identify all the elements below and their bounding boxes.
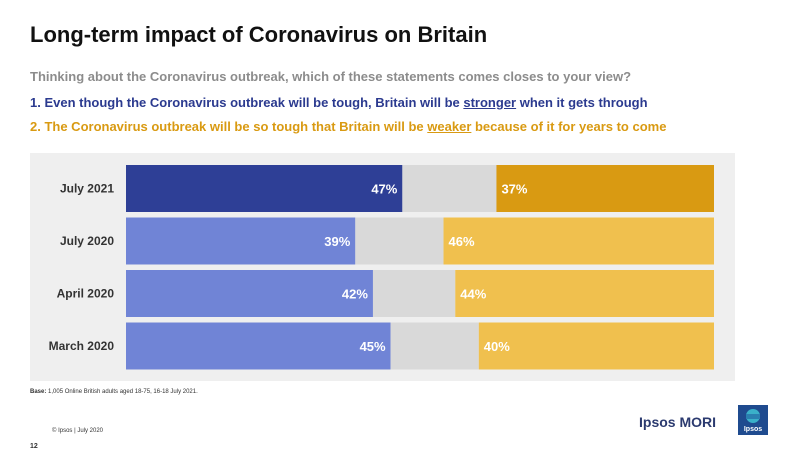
statement-stronger-emph: stronger (463, 95, 517, 110)
statement-weaker-emph: weaker (427, 119, 472, 134)
brand-name: Ipsos MORI (639, 414, 717, 430)
bar-segment-stronger (126, 217, 356, 265)
bar-segment-weaker (443, 217, 714, 265)
category-label: April 2020 (57, 287, 115, 301)
data-label-stronger: 39% (324, 234, 350, 249)
chart-area: July 2021 47% 37% July 2020 39% 46% April 2020… (30, 153, 735, 381)
bar-segment-weaker (496, 165, 714, 212)
base-note: Base: 1,005 Online British adults aged 1… (30, 389, 198, 395)
data-label-weaker: 37% (501, 182, 527, 197)
data-label-stronger: 47% (371, 182, 397, 197)
data-label-weaker: 46% (449, 234, 475, 249)
base-text: 1,005 Online British adults aged 18-75, … (46, 389, 198, 395)
data-label-weaker: 44% (460, 287, 486, 302)
bar-segment-weaker (478, 322, 714, 370)
ipsos-logo-icon: Ipsos (738, 405, 768, 435)
bar-segment-neither-don-t-know (390, 322, 479, 370)
copyright: © Ipsos | July 2020 (52, 428, 104, 434)
logo-text: Ipsos (744, 426, 762, 433)
bar-segment-neither-don-t-know (402, 165, 497, 212)
statement-stronger-before: 1. Even though the Coronavirus outbreak … (30, 95, 464, 110)
data-label-stronger: 45% (360, 339, 386, 354)
statement-weaker-after: because of it for years to come (471, 119, 667, 134)
statement-weaker: 2. The Coronavirus outbreak will be so t… (30, 119, 666, 134)
bar-segment-stronger (126, 270, 373, 317)
statement-stronger: 1. Even though the Coronavirus outbreak … (30, 95, 648, 110)
category-label: July 2020 (60, 234, 114, 248)
statement-weaker-before: 2. The Coronavirus outbreak will be so t… (30, 119, 428, 134)
data-label-stronger: 42% (342, 287, 368, 302)
bar-segment-weaker (455, 270, 714, 317)
page-number: 12 (30, 443, 38, 450)
data-label-weaker: 40% (484, 339, 510, 354)
bar-segment-stronger (126, 322, 391, 370)
bar-segment-stronger (126, 165, 403, 212)
page-title: Long-term impact of Coronavirus on Brita… (30, 22, 488, 47)
survey-question: Thinking about the Coronavirus outbreak,… (30, 69, 632, 84)
stacked-bar-chart: July 2021 47% 37% July 2020 39% 46% April 2020… (49, 165, 714, 370)
bar-segment-neither-don-t-know (355, 217, 444, 265)
bar-segment-neither-don-t-know (372, 270, 456, 317)
category-label: July 2021 (60, 182, 114, 196)
category-label: March 2020 (49, 339, 115, 353)
statement-stronger-after: when it gets through (516, 95, 648, 110)
base-label: Base: (30, 389, 47, 395)
